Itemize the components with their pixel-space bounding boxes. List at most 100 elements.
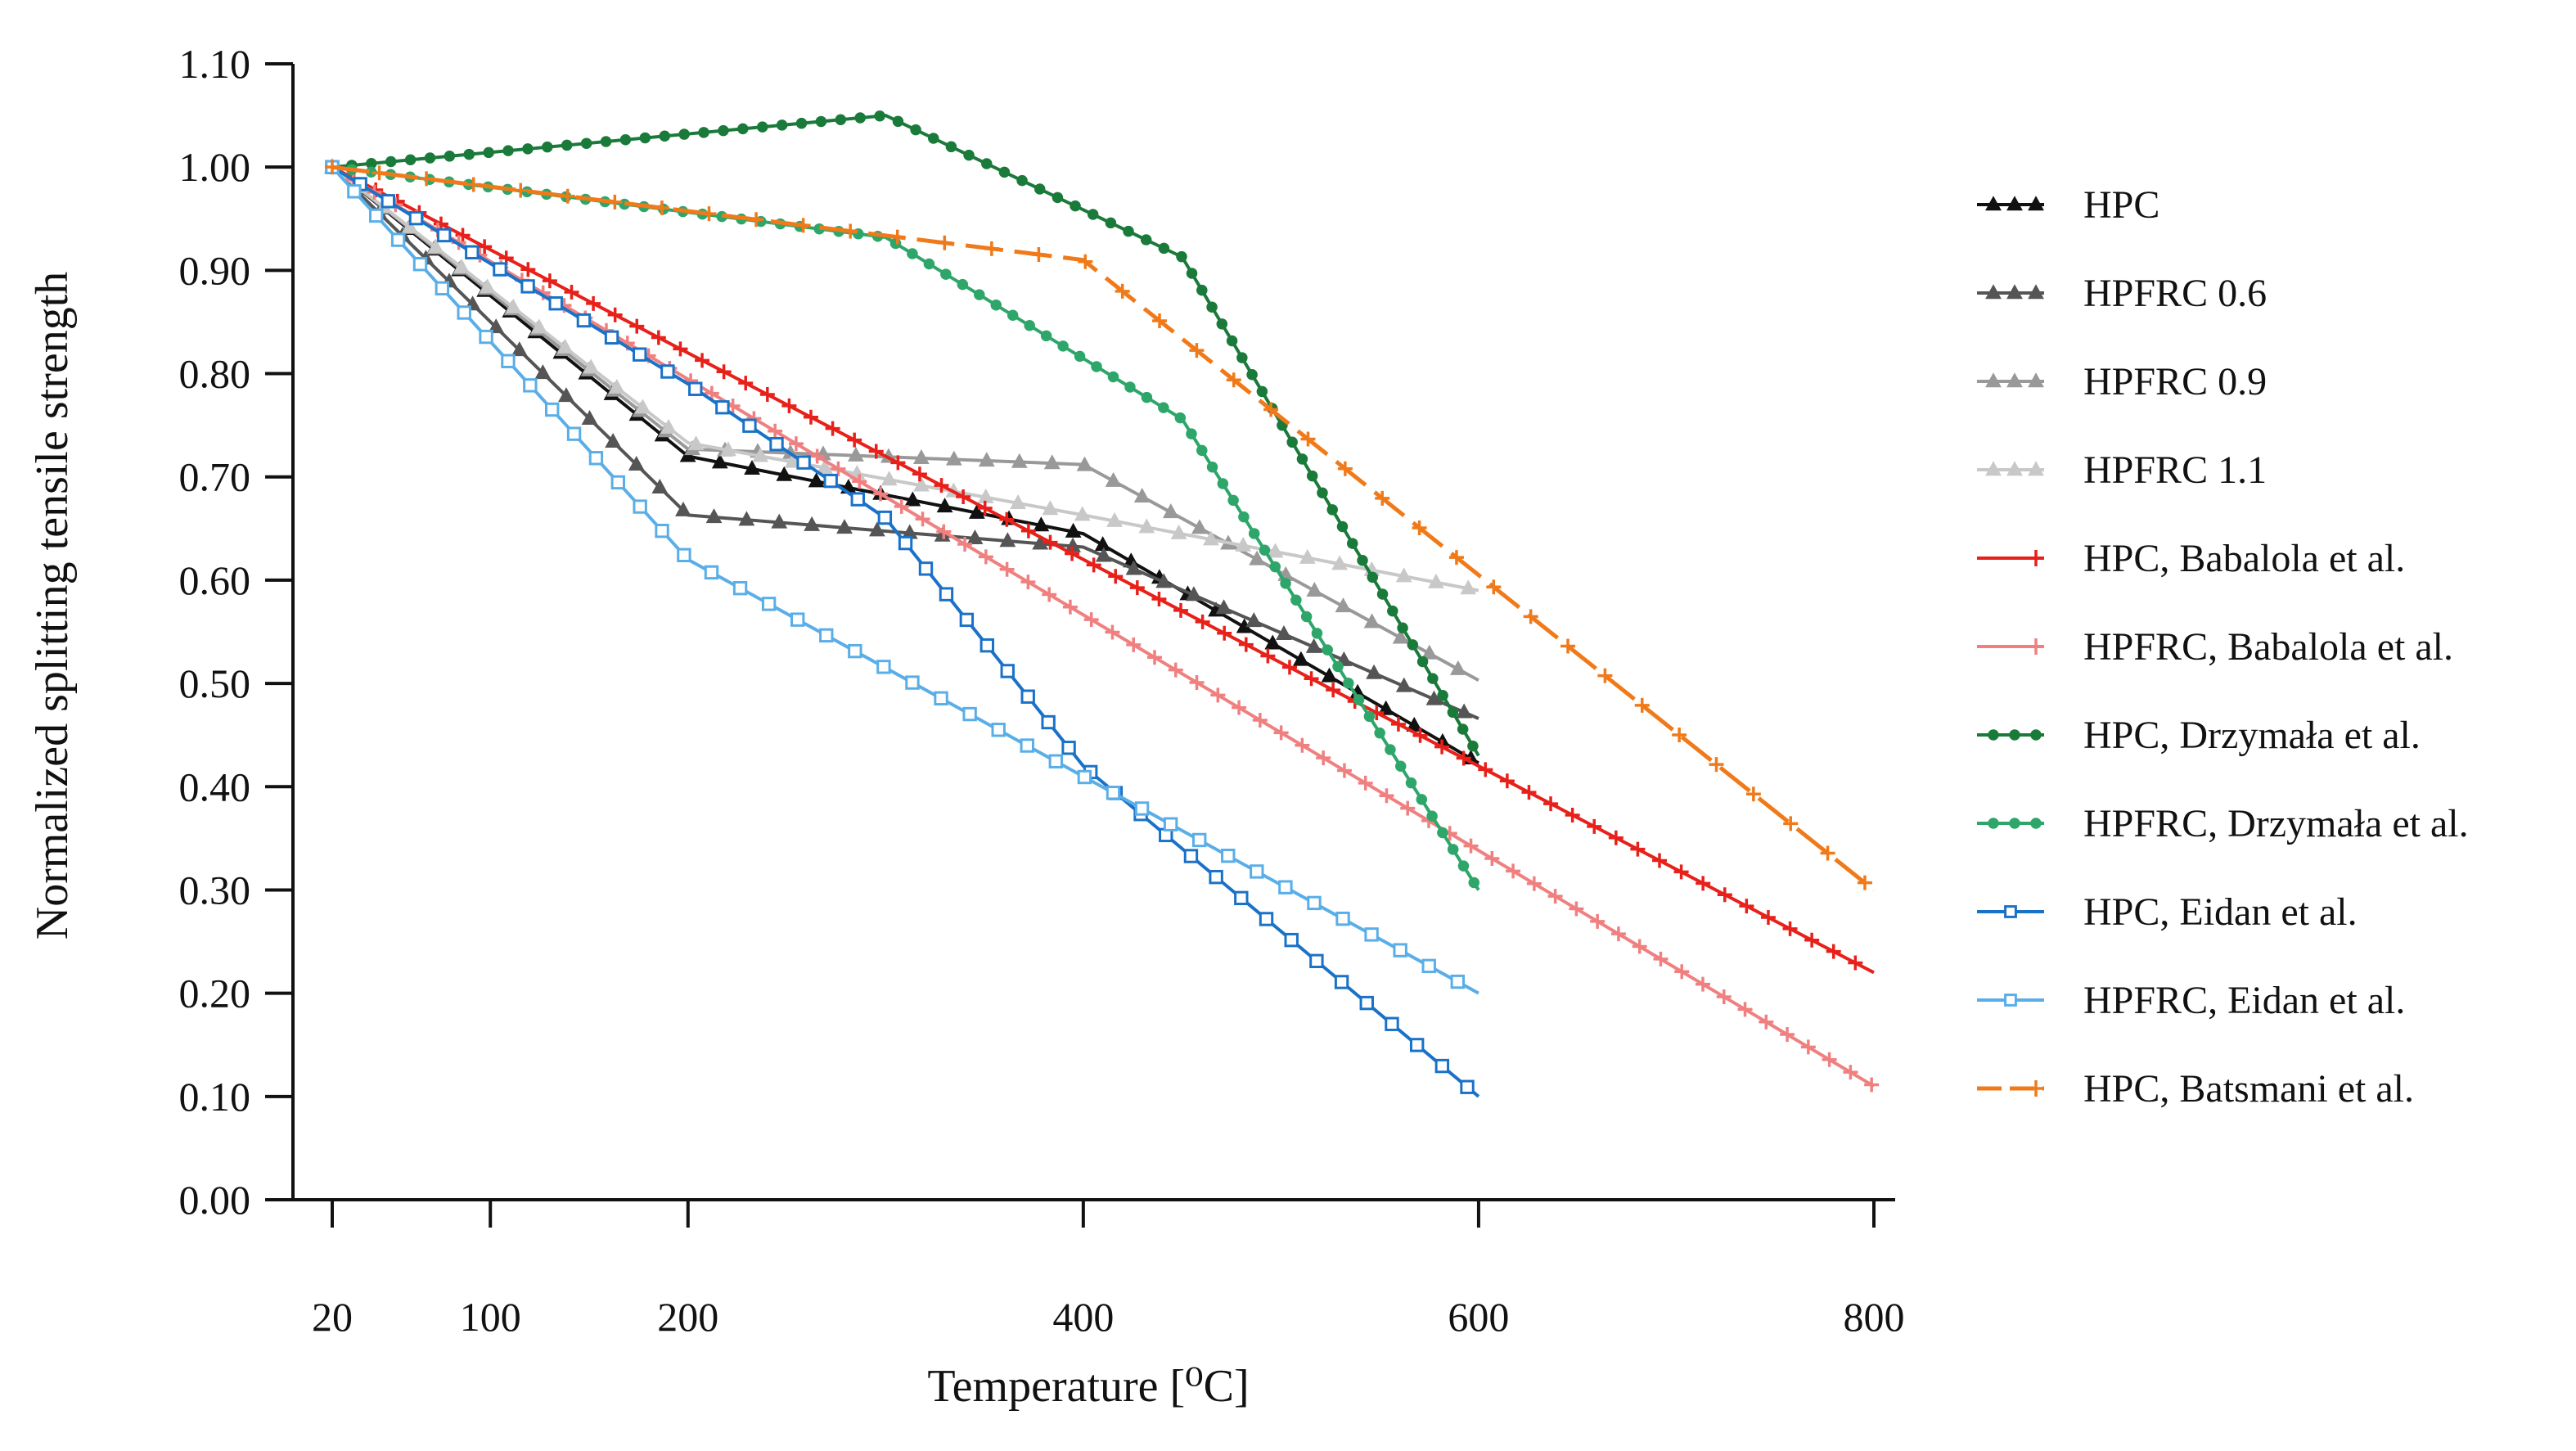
data-point bbox=[877, 510, 893, 525]
data-point bbox=[1457, 723, 1469, 735]
data-point bbox=[1610, 926, 1626, 942]
data-point bbox=[1263, 402, 1279, 417]
data-point bbox=[1304, 671, 1319, 687]
data-point bbox=[634, 399, 651, 414]
data-point bbox=[1409, 1038, 1425, 1052]
data-point bbox=[556, 338, 574, 354]
data-point bbox=[1140, 234, 1152, 246]
data-point bbox=[619, 133, 632, 146]
data-point bbox=[1428, 573, 1444, 588]
data-point bbox=[2006, 284, 2023, 300]
data-point bbox=[1988, 729, 1999, 741]
data-point bbox=[1074, 350, 1086, 363]
data-point bbox=[1326, 683, 1341, 698]
data-point bbox=[660, 418, 677, 434]
data-point bbox=[1543, 796, 1559, 812]
data-point bbox=[479, 329, 493, 345]
data-point bbox=[1189, 343, 1205, 358]
data-point bbox=[1448, 550, 1464, 566]
data-point bbox=[1210, 687, 1226, 703]
data-point bbox=[1077, 769, 1092, 785]
data-point bbox=[488, 318, 505, 334]
data-point bbox=[1133, 488, 1151, 503]
data-point bbox=[939, 587, 954, 602]
data-point bbox=[1347, 538, 1358, 549]
data-point bbox=[675, 501, 691, 516]
data-point bbox=[477, 239, 493, 255]
data-point bbox=[1267, 543, 1284, 558]
data-point bbox=[1238, 511, 1250, 523]
data-point bbox=[892, 115, 904, 128]
data-point bbox=[1256, 385, 1268, 398]
data-point bbox=[701, 206, 717, 222]
data-point bbox=[1203, 530, 1219, 546]
data-point bbox=[1191, 519, 1208, 534]
data-point bbox=[1041, 714, 1056, 730]
data-point bbox=[1269, 561, 1281, 573]
legend-label: HPFRC, Eidan et al. bbox=[2083, 979, 2405, 1022]
data-point bbox=[607, 307, 623, 322]
data-point bbox=[1653, 951, 1669, 967]
data-point bbox=[581, 410, 598, 426]
data-point bbox=[1717, 887, 1732, 903]
data-point bbox=[466, 177, 481, 192]
y-tick-label: 0.30 bbox=[179, 867, 251, 913]
data-point bbox=[1632, 939, 1647, 954]
series-line bbox=[331, 165, 1479, 683]
data-point bbox=[1238, 637, 1254, 652]
data-point bbox=[956, 489, 971, 505]
legend-label: HPFRC, Babalola et al. bbox=[2083, 625, 2453, 669]
data-point bbox=[1074, 506, 1091, 521]
data-point bbox=[1457, 860, 1470, 872]
data-point bbox=[372, 165, 387, 181]
data-point bbox=[1336, 763, 1352, 778]
data-point bbox=[1385, 1016, 1399, 1031]
legend-item-8: HPC, Eidan et al. bbox=[1977, 890, 2358, 934]
data-point bbox=[850, 492, 865, 507]
data-point bbox=[1033, 516, 1050, 532]
data-point bbox=[419, 171, 435, 187]
data-point bbox=[1437, 690, 1448, 701]
data-point bbox=[1407, 639, 1419, 651]
data-point bbox=[1105, 471, 1122, 487]
data-point bbox=[790, 612, 805, 627]
data-point bbox=[1126, 637, 1142, 652]
data-point bbox=[605, 433, 622, 448]
data-point bbox=[677, 548, 691, 562]
data-point bbox=[366, 157, 377, 169]
data-point bbox=[803, 409, 818, 425]
data-point bbox=[1450, 974, 1466, 989]
data-point bbox=[1065, 546, 1080, 561]
y-axis-title: Normalized splitting tensile strength bbox=[27, 272, 78, 940]
data-point bbox=[427, 238, 444, 254]
data-point bbox=[1397, 622, 1408, 633]
data-point bbox=[1259, 544, 1271, 557]
data-point bbox=[1158, 242, 1170, 255]
legend-label: HPFRC, Drzymała et al. bbox=[2083, 802, 2469, 845]
data-point bbox=[1449, 660, 1466, 675]
data-point bbox=[1359, 995, 1374, 1011]
data-point bbox=[1652, 853, 1667, 868]
data-point bbox=[1031, 247, 1047, 263]
data-point bbox=[1427, 673, 1439, 684]
data-point bbox=[1250, 864, 1264, 879]
data-point bbox=[1252, 713, 1268, 728]
data-point bbox=[1151, 592, 1167, 607]
y-tick-label: 1.00 bbox=[179, 144, 251, 190]
data-point bbox=[1804, 932, 1820, 948]
data-point bbox=[1245, 612, 1263, 628]
data-point bbox=[493, 262, 507, 277]
data-point bbox=[874, 110, 885, 122]
data-point bbox=[1311, 628, 1323, 639]
data-point bbox=[1024, 320, 1035, 331]
series-4 bbox=[325, 160, 1875, 975]
data-point bbox=[1560, 638, 1576, 654]
data-point bbox=[890, 455, 906, 471]
data-point bbox=[1630, 841, 1646, 857]
data-point bbox=[628, 455, 645, 471]
data-point bbox=[705, 508, 723, 524]
data-point bbox=[831, 461, 846, 476]
data-point bbox=[629, 318, 645, 334]
data-point bbox=[1367, 571, 1379, 584]
